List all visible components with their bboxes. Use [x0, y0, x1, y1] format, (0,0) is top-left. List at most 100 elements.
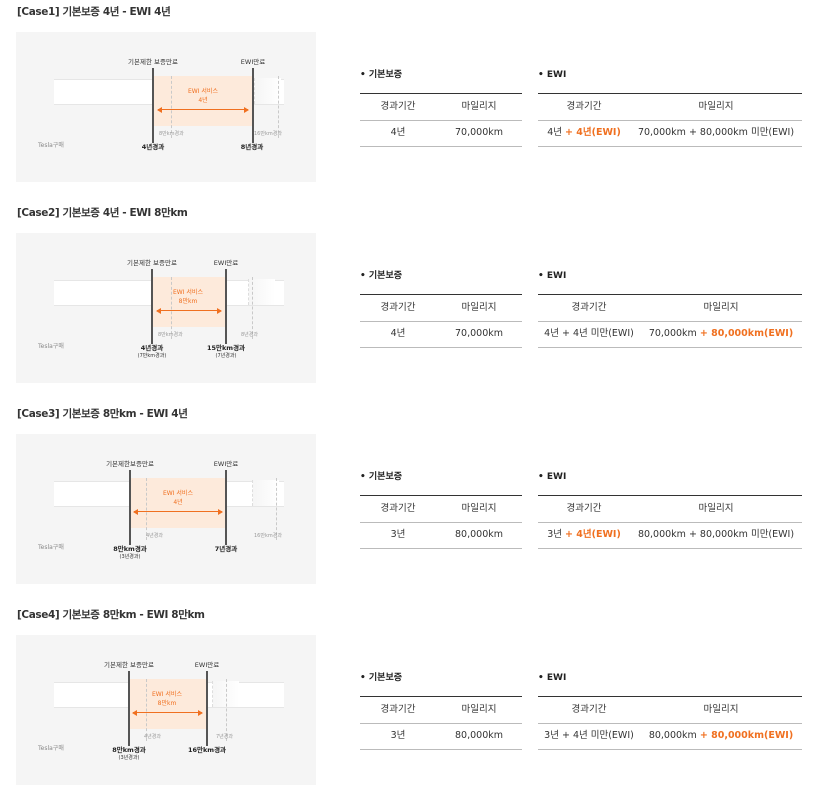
period-cell: 4년 [390, 328, 406, 339]
col-mileage-header: 마일리지 [461, 503, 497, 514]
basic-expiry-label: 기본제한 보증만료 [128, 58, 178, 66]
table-header-row: 경과기간 마일리지 [360, 495, 522, 523]
basic-warranty-table: • 기본보증 경과기간 마일리지 3년 80,000km [360, 671, 522, 750]
basic-expiry-line [151, 269, 153, 344]
col-period-header: 경과기간 [380, 503, 416, 514]
case-2: [Case2] 기본보증 4년 - EWI 8만km 기본제한 보증만료 EWI… [0, 201, 814, 391]
basic-heading: • 기본보증 [360, 70, 403, 80]
col-period-header: 경과기간 [571, 704, 607, 715]
ewi-heading: • EWI [538, 673, 567, 683]
right-dashed-line [252, 277, 253, 339]
mid-dashed-line [146, 478, 147, 540]
ewi-expiry-label: EWI만료 [240, 58, 266, 66]
timeline-tail [252, 480, 279, 506]
basic-expiry-line [128, 671, 130, 746]
period-cell: 3년 [390, 730, 406, 741]
mileage-cell: 70,000km [455, 127, 503, 138]
period-cell: 3년 + 4년(EWI) [547, 529, 621, 540]
table-row: 4년 70,000km [360, 321, 522, 348]
bottom-right-label: 7년경과 [214, 545, 238, 553]
basic-warranty-table: • 기본보증 경과기간 마일리지 4년 70,000km [360, 68, 522, 147]
bottom-left-label: 8만km경과 (3년경과) [113, 545, 147, 560]
right-gray-label: 7년경과 [216, 734, 233, 740]
basic-expiry-line [129, 470, 131, 545]
basic-expiry-label: 기본제한보증만료 [106, 460, 154, 468]
ewi-service-arrow [133, 508, 223, 515]
mileage-cell: 80,000km [455, 730, 503, 741]
ewi-service-area [129, 679, 206, 729]
mileage-cell: 70,000km [455, 328, 503, 339]
mid-gray-label: 4년경과 [146, 533, 163, 539]
right-gray-label: 16만km경과 [254, 533, 282, 539]
col-mileage-header: 마일리지 [703, 302, 739, 313]
table-row: 4년 + 4년(EWI) 70,000km + 80,000km 미만(EWI) [538, 120, 802, 147]
tesla-purchase-label: Tesla구매 [38, 142, 64, 149]
tesla-purchase-label: Tesla구매 [38, 745, 64, 752]
mileage-cell: 70,000km + 80,000km 미만(EWI) [637, 127, 795, 138]
mileage-cell: 70,000km + 80,000km(EWI) [648, 328, 794, 339]
table-header-row: 경과기간 마일리지 [360, 696, 522, 724]
ewi-expiry-label: EWI만료 [213, 460, 239, 468]
ewi-expiry-line [252, 68, 254, 143]
mid-gray-label: 8만km경과 [159, 131, 184, 137]
mid-dashed-line [171, 277, 172, 339]
table-header-row: 경과기간 마일리지 [538, 495, 802, 523]
basic-expiry-label: 기본제한 보증만료 [127, 259, 177, 267]
case-3: [Case3] 기본보증 8만km - EWI 4년 기본제한보증만료 EWI만… [0, 402, 814, 592]
case-title: [Case2] 기본보증 4년 - EWI 8만km [17, 207, 188, 219]
col-mileage-header: 마일리지 [703, 704, 739, 715]
col-period-header: 경과기간 [380, 302, 416, 313]
right-gray-label: 16만km경과 [254, 131, 282, 137]
warranty-timeline-diagram: 기본제한 보증만료 EWI만료 EWI 서비스 8만km 4년경과 7년경과 Te… [16, 635, 316, 785]
basic-expiry-label: 기본제한 보증만료 [104, 661, 154, 669]
case-4: [Case4] 기본보증 8만km - EWI 8만km 기본제한 보증만료 E… [0, 603, 814, 793]
ewi-warranty-table: • EWI 경과기간 마일리지 4년 + 4년(EWI) 70,000km + … [538, 68, 802, 147]
ewi-service-arrow [132, 709, 203, 716]
bottom-right-label: 15만km경과 (7년경과) [206, 344, 246, 359]
ewi-heading: • EWI [538, 70, 567, 80]
case-title: [Case1] 기본보증 4년 - EWI 4년 [17, 6, 171, 18]
timeline-tail [212, 681, 239, 707]
ewi-expiry-line [206, 671, 208, 746]
ewi-service-arrow [157, 106, 249, 113]
table-row: 3년 80,000km [360, 522, 522, 549]
table-header-row: 경과기간 마일리지 [538, 93, 802, 121]
warranty-timeline-diagram: 기본제한보증만료 EWI만료 EWI 서비스 4년 4년경과 16만km경과 Te… [16, 434, 316, 584]
table-row: 4년 70,000km [360, 120, 522, 147]
case-title: [Case3] 기본보증 8만km - EWI 4년 [17, 408, 188, 420]
basic-heading: • 기본보증 [360, 472, 403, 482]
table-row: 4년 + 4년 미만(EWI) 70,000km + 80,000km(EWI) [538, 321, 802, 348]
col-mileage-header: 마일리지 [461, 302, 497, 313]
col-mileage-header: 마일리지 [461, 101, 497, 112]
bottom-left-label: 8만km경과 (3년경과) [112, 746, 146, 761]
col-period-header: 경과기간 [380, 704, 416, 715]
ewi-service-label: EWI 서비스 4년 [188, 88, 218, 104]
ewi-expiry-line [225, 470, 227, 545]
tesla-purchase-label: Tesla구매 [38, 544, 64, 551]
basic-warranty-table: • 기본보증 경과기간 마일리지 4년 70,000km [360, 269, 522, 348]
mid-dashed-line [171, 76, 172, 138]
bottom-right-label: 16만km경과 [187, 746, 227, 754]
warranty-tables: • 기본보증 경과기간 마일리지 4년 70,000km • EWI 경과기간 … [360, 269, 804, 369]
period-cell: 4년 + 4년(EWI) [547, 127, 621, 138]
ewi-heading: • EWI [538, 271, 567, 281]
col-mileage-header: 마일리지 [461, 704, 497, 715]
basic-warranty-table: • 기본보증 경과기간 마일리지 3년 80,000km [360, 470, 522, 549]
table-row: 3년 + 4년 미만(EWI) 80,000km + 80,000km(EWI) [538, 723, 802, 750]
ewi-heading: • EWI [538, 472, 567, 482]
warranty-tables: • 기본보증 경과기간 마일리지 3년 80,000km • EWI 경과기간 … [360, 671, 804, 771]
table-header-row: 경과기간 마일리지 [538, 696, 802, 724]
period-cell: 3년 [390, 529, 406, 540]
warranty-tables: • 기본보증 경과기간 마일리지 3년 80,000km • EWI 경과기간 … [360, 470, 804, 570]
table-header-row: 경과기간 마일리지 [360, 93, 522, 121]
right-gray-label: 8년경과 [241, 332, 258, 338]
col-mileage-header: 마일리지 [698, 503, 734, 514]
table-row: 3년 80,000km [360, 723, 522, 750]
mileage-cell: 80,000km [455, 529, 503, 540]
col-mileage-header: 마일리지 [698, 101, 734, 112]
basic-heading: • 기본보증 [360, 271, 403, 281]
basic-expiry-line [152, 68, 154, 143]
bottom-left-label: 4년경과 (7만km경과) [137, 344, 167, 359]
mileage-cell: 80,000km + 80,000km 미만(EWI) [637, 529, 795, 540]
case-1: [Case1] 기본보증 4년 - EWI 4년 기본제한 보증만료 EWI만료… [0, 0, 814, 190]
